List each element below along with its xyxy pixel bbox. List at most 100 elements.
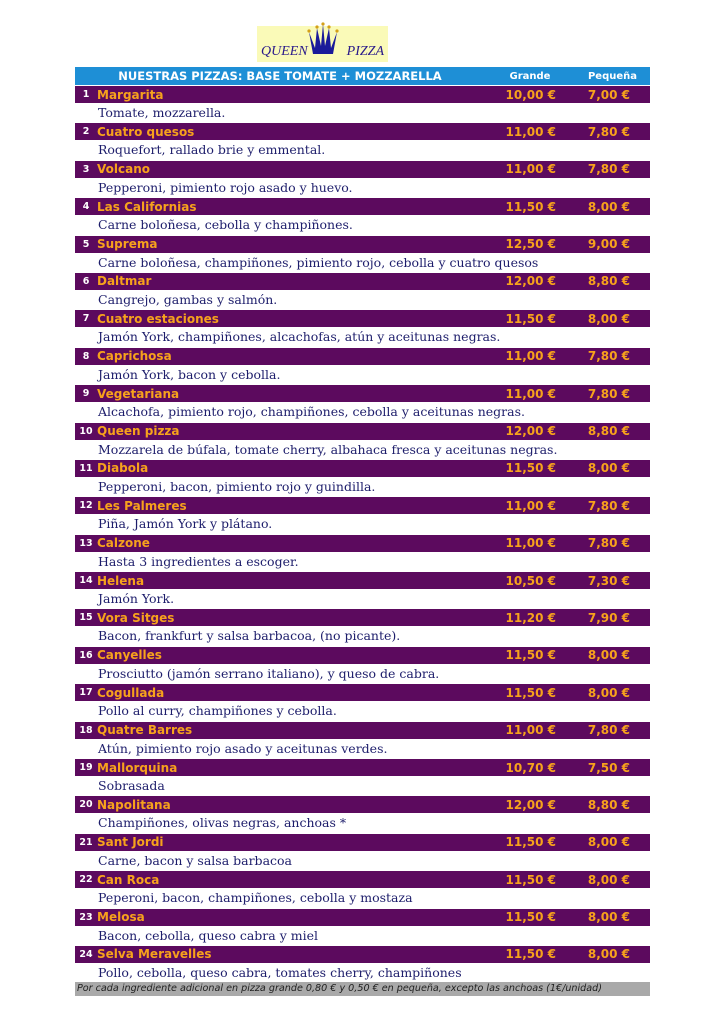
price-grande: 11,50 €: [505, 835, 556, 850]
item-name: Selva Meravelles: [97, 947, 212, 962]
item-name: Helena: [97, 573, 145, 588]
item-description: Pepperoni, pimiento rojo asado y huevo.: [98, 179, 353, 195]
item-name: Queen pizza: [97, 424, 180, 439]
item-bar: 6 Daltmar 12,00 € 8,80 €: [75, 272, 650, 290]
item-name: Volcano: [97, 162, 150, 177]
price-pequena: 8,00 €: [587, 461, 630, 476]
item-bar: 22 Can Roca 11,50 € 8,00 €: [75, 871, 650, 889]
item-description: Bacon, cebolla, queso cabra y miel: [98, 927, 318, 943]
item-description: Roquefort, rallado brie y emmental.: [98, 142, 326, 158]
item-name: Canyelles: [97, 648, 162, 663]
price-grande: 11,00 €: [505, 162, 556, 177]
item-number: 23: [79, 911, 93, 923]
item-description: Jamón York, bacon y cebolla.: [98, 366, 281, 382]
item-number: 20: [79, 799, 93, 811]
price-pequena: 7,00 €: [587, 87, 630, 102]
col-grande: Grande: [509, 70, 551, 82]
item-name: Cuatro estaciones: [97, 311, 219, 326]
item-bar: 15 Vora Sitges 11,20 € 7,90 €: [75, 609, 650, 627]
item-bar: 3 Volcano 11,00 € 7,80 €: [75, 160, 650, 178]
item-number: 10: [79, 425, 93, 437]
item-number: 4: [82, 201, 90, 213]
price-grande: 11,00 €: [505, 498, 556, 513]
item-bar: 9 Vegetariana 11,00 € 7,80 €: [75, 385, 650, 403]
item-bar: 7 Cuatro estaciones 11,50 € 8,00 €: [75, 310, 650, 328]
price-grande: 11,00 €: [505, 536, 556, 551]
price-pequena: 7,80 €: [587, 498, 630, 513]
price-pequena: 7,80 €: [587, 162, 630, 177]
item-description: Piña, Jamón York y plátano.: [98, 516, 273, 532]
item-description: Sobrasada: [98, 778, 165, 794]
item-bar: 10 Queen pizza 12,00 € 8,80 €: [75, 422, 650, 440]
price-pequena: 8,00 €: [587, 648, 630, 663]
item-number: 21: [79, 836, 93, 848]
item-number: 6: [82, 275, 90, 287]
price-pequena: 7,80 €: [587, 536, 630, 551]
item-bar: 23 Melosa 11,50 € 8,00 €: [75, 908, 650, 926]
price-grande: 11,00 €: [505, 386, 556, 401]
item-number: 22: [79, 874, 93, 886]
item-name: Cuatro quesos: [97, 124, 195, 139]
price-grande: 11,50 €: [505, 872, 556, 887]
price-pequena: 8,00 €: [587, 311, 630, 326]
item-number: 14: [79, 575, 93, 587]
price-grande: 11,50 €: [505, 685, 556, 700]
price-grande: 11,50 €: [505, 199, 556, 214]
item-bar: 17 Cogullada 11,50 € 8,00 €: [75, 684, 650, 702]
item-name: Vora Sitges: [97, 610, 175, 625]
menu-header: NUESTRAS PIZZAS: BASE TOMATE + MOZZARELL…: [75, 67, 650, 85]
item-name: Margarita: [97, 87, 164, 102]
price-grande: 12,00 €: [505, 274, 556, 289]
price-grande: 11,50 €: [505, 947, 556, 962]
item-number: 3: [82, 163, 90, 175]
item-name: Vegetariana: [97, 386, 180, 401]
price-grande: 11,00 €: [505, 349, 556, 364]
queen-pizza-logo: QUEEN PIZZA: [257, 22, 388, 62]
price-pequena: 8,00 €: [587, 947, 630, 962]
price-pequena: 7,80 €: [587, 386, 630, 401]
item-number: 12: [79, 500, 93, 512]
item-name: Daltmar: [97, 274, 152, 289]
item-number: 15: [79, 612, 93, 624]
item-bar: 1 Margarita 10,00 € 7,00 €: [75, 86, 650, 103]
price-pequena: 8,00 €: [587, 835, 630, 850]
item-number: 5: [82, 238, 90, 250]
item-description: Atún, pimiento rojo asado y aceitunas ve…: [98, 740, 388, 756]
item-name: Can Roca: [97, 872, 160, 887]
price-grande: 12,50 €: [505, 237, 556, 252]
price-pequena: 8,00 €: [587, 910, 630, 925]
item-name: Les Palmeres: [97, 498, 187, 513]
item-name: Caprichosa: [97, 349, 172, 364]
price-pequena: 8,00 €: [587, 872, 630, 887]
item-description: Champiñones, olivas negras, anchoas *: [98, 815, 347, 831]
price-grande: 10,50 €: [505, 573, 556, 588]
item-bar: 24 Selva Meravelles 11,50 € 8,00 €: [75, 945, 650, 963]
item-name: Sant Jordi: [97, 835, 164, 850]
item-bar: 12 Les Palmeres 11,00 € 7,80 €: [75, 497, 650, 515]
price-pequena: 8,00 €: [587, 199, 630, 214]
item-bar: 20 Napolitana 12,00 € 8,80 €: [75, 796, 650, 814]
price-grande: 11,20 €: [505, 610, 556, 625]
price-pequena: 7,80 €: [587, 124, 630, 139]
item-bar: 14 Helena 10,50 € 7,30 €: [75, 572, 650, 590]
item-description: Carne boloñesa, champiñones, pimiento ro…: [98, 254, 539, 270]
item-description: Jamón York, champiñones, alcachofas, atú…: [98, 329, 501, 345]
item-bar: 11 Diabola 11,50 € 8,00 €: [75, 459, 650, 477]
item-number: 16: [79, 649, 93, 661]
item-description: Carne boloñesa, cebolla y champiñones.: [98, 217, 353, 233]
item-description: Pollo, cebolla, queso cabra, tomates che…: [98, 964, 462, 980]
price-grande: 10,70 €: [505, 760, 556, 775]
menu-title: NUESTRAS PIZZAS: BASE TOMATE + MOZZARELL…: [118, 69, 442, 83]
item-description: Bacon, frankfurt y salsa barbacoa, (no p…: [98, 628, 401, 644]
item-description: Cangrejo, gambas y salmón.: [98, 291, 278, 307]
logo-text-right: PIZZA: [346, 44, 384, 59]
item-name: Suprema: [97, 237, 158, 252]
item-name: Melosa: [97, 910, 145, 925]
price-grande: 12,00 €: [505, 424, 556, 439]
item-number: 18: [79, 724, 93, 736]
item-description: Pepperoni, bacon, pimiento rojo y guindi…: [98, 478, 376, 494]
price-grande: 11,00 €: [505, 124, 556, 139]
item-number: 7: [82, 313, 90, 325]
item-name: Napolitana: [97, 797, 171, 812]
price-pequena: 7,90 €: [587, 610, 630, 625]
